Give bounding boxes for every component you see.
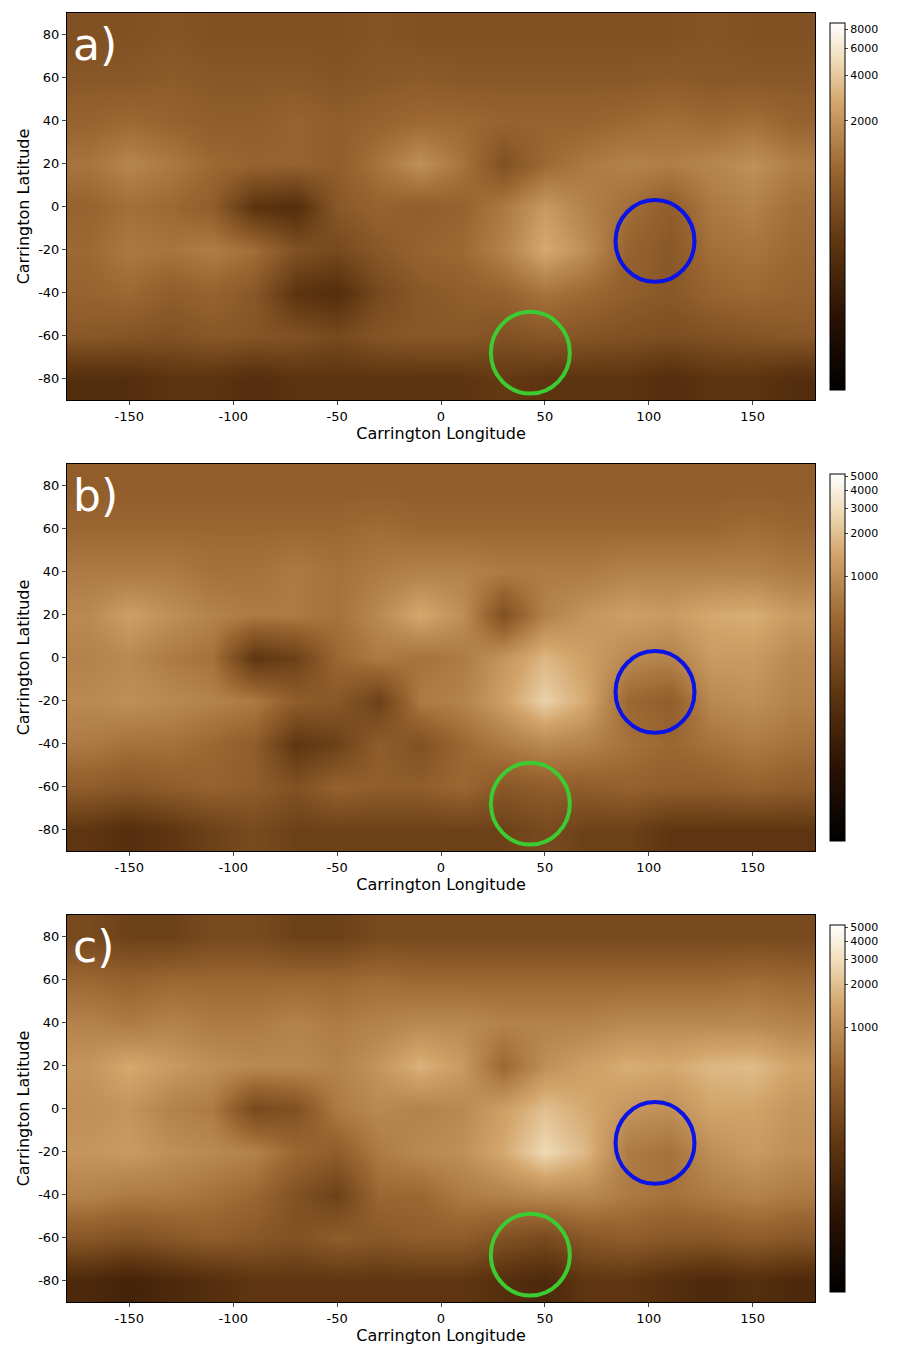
svg-text:3000: 3000 bbox=[850, 502, 878, 515]
svg-text:-20: -20 bbox=[38, 693, 59, 708]
svg-text:6000: 6000 bbox=[850, 42, 878, 55]
svg-text:0: 0 bbox=[51, 199, 59, 214]
svg-text:4000: 4000 bbox=[850, 69, 878, 82]
svg-text:150: 150 bbox=[740, 409, 765, 424]
svg-text:-40: -40 bbox=[38, 736, 59, 751]
svg-text:-150: -150 bbox=[115, 1311, 145, 1326]
svg-text:-50: -50 bbox=[326, 860, 347, 875]
svg-text:-150: -150 bbox=[115, 409, 145, 424]
svg-text:20: 20 bbox=[43, 607, 60, 622]
svg-text:150: 150 bbox=[740, 1311, 765, 1326]
svg-text:0: 0 bbox=[51, 1101, 59, 1116]
svg-text:5000: 5000 bbox=[850, 470, 878, 483]
svg-text:1000: 1000 bbox=[850, 570, 878, 583]
svg-text:-80: -80 bbox=[38, 1273, 59, 1288]
svg-text:20: 20 bbox=[43, 1058, 60, 1073]
svg-text:4000: 4000 bbox=[850, 484, 878, 497]
svg-text:80: 80 bbox=[43, 27, 60, 42]
svg-text:40: 40 bbox=[43, 564, 60, 579]
svg-text:Carrington Longitude: Carrington Longitude bbox=[356, 875, 525, 894]
svg-text:-100: -100 bbox=[218, 860, 248, 875]
svg-text:40: 40 bbox=[43, 113, 60, 128]
svg-text:-50: -50 bbox=[326, 1311, 347, 1326]
svg-text:-80: -80 bbox=[38, 822, 59, 837]
svg-text:-80: -80 bbox=[38, 371, 59, 386]
svg-text:-100: -100 bbox=[218, 1311, 248, 1326]
svg-text:40: 40 bbox=[43, 1015, 60, 1030]
svg-text:80: 80 bbox=[43, 478, 60, 493]
svg-text:0: 0 bbox=[51, 650, 59, 665]
svg-text:-40: -40 bbox=[38, 1187, 59, 1202]
svg-text:-20: -20 bbox=[38, 242, 59, 257]
svg-text:3000: 3000 bbox=[850, 953, 878, 966]
svg-text:2000: 2000 bbox=[850, 527, 878, 540]
svg-text:-40: -40 bbox=[38, 285, 59, 300]
svg-text:-60: -60 bbox=[38, 328, 59, 343]
svg-text:60: 60 bbox=[43, 521, 60, 536]
svg-text:1000: 1000 bbox=[850, 1021, 878, 1034]
svg-text:-150: -150 bbox=[115, 860, 145, 875]
svg-text:50: 50 bbox=[537, 1311, 554, 1326]
svg-text:150: 150 bbox=[740, 860, 765, 875]
svg-text:b): b) bbox=[73, 470, 118, 521]
svg-text:0: 0 bbox=[437, 860, 445, 875]
svg-text:-50: -50 bbox=[326, 409, 347, 424]
svg-text:0: 0 bbox=[437, 409, 445, 424]
svg-text:60: 60 bbox=[43, 70, 60, 85]
svg-text:-20: -20 bbox=[38, 1144, 59, 1159]
svg-text:Carrington Latitude: Carrington Latitude bbox=[14, 580, 33, 736]
svg-text:Carrington Latitude: Carrington Latitude bbox=[14, 129, 33, 285]
svg-text:Carrington Latitude: Carrington Latitude bbox=[14, 1031, 33, 1187]
svg-text:50: 50 bbox=[537, 409, 554, 424]
svg-text:Carrington Longitude: Carrington Longitude bbox=[356, 424, 525, 443]
svg-text:100: 100 bbox=[636, 860, 661, 875]
svg-text:20: 20 bbox=[43, 156, 60, 171]
svg-text:c): c) bbox=[73, 921, 114, 972]
svg-text:5000: 5000 bbox=[850, 921, 878, 934]
svg-text:-60: -60 bbox=[38, 779, 59, 794]
svg-text:60: 60 bbox=[43, 972, 60, 987]
svg-text:2000: 2000 bbox=[850, 978, 878, 991]
svg-text:80: 80 bbox=[43, 929, 60, 944]
svg-text:4000: 4000 bbox=[850, 935, 878, 948]
svg-text:Carrington Longitude: Carrington Longitude bbox=[356, 1326, 525, 1345]
svg-text:-60: -60 bbox=[38, 1230, 59, 1245]
svg-text:8000: 8000 bbox=[850, 23, 878, 36]
svg-text:100: 100 bbox=[636, 1311, 661, 1326]
svg-text:0: 0 bbox=[437, 1311, 445, 1326]
svg-text:a): a) bbox=[73, 19, 117, 70]
svg-text:2000: 2000 bbox=[850, 115, 878, 128]
svg-text:100: 100 bbox=[636, 409, 661, 424]
svg-text:-100: -100 bbox=[218, 409, 248, 424]
svg-text:50: 50 bbox=[537, 860, 554, 875]
